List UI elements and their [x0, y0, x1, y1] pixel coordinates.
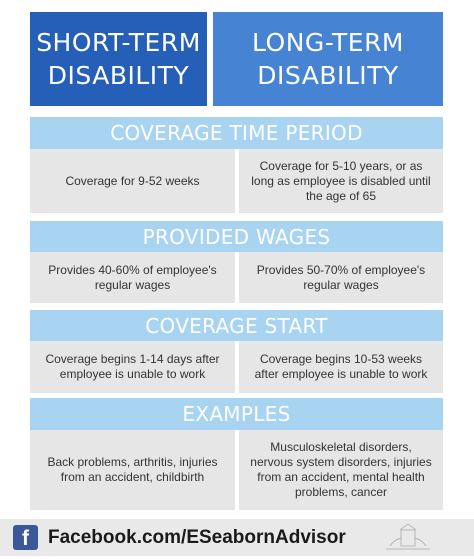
short-term-provided-wages: Provides 40-60% of employee's regular wa… — [30, 252, 235, 303]
short-term-coverage-start: Coverage begins 1-14 days after employee… — [30, 341, 235, 393]
long-term-provided-wages: Provides 50-70% of employee's regular wa… — [239, 252, 443, 303]
section-title-coverage-start: COVERAGE START — [30, 310, 443, 341]
short-term-examples: Back problems, arthritis, injuries from … — [30, 430, 235, 510]
advisor-logo-icon — [382, 520, 434, 554]
long-term-coverage-start: Coverage begins 10-53 weeks after employ… — [239, 341, 443, 393]
long-term-disability-header: LONG-TERM DISABILITY — [213, 12, 443, 106]
long-term-coverage-time-period: Coverage for 5-10 years, or as long as e… — [239, 149, 443, 213]
section-title-examples: EXAMPLES — [30, 398, 443, 430]
short-term-disability-header: SHORT-TERM DISABILITY — [30, 12, 207, 106]
footer-bar — [0, 519, 474, 556]
facebook-link[interactable]: Facebook.com/ESeabornAdvisor — [48, 527, 346, 548]
facebook-icon[interactable]: f — [13, 525, 38, 550]
section-title-provided-wages: PROVIDED WAGES — [30, 221, 443, 252]
section-title-coverage-time-period: COVERAGE TIME PERIOD — [30, 117, 443, 149]
long-term-examples: Musculoskeletal disorders, nervous syste… — [239, 430, 443, 510]
short-term-coverage-time-period: Coverage for 9-52 weeks — [30, 149, 235, 213]
